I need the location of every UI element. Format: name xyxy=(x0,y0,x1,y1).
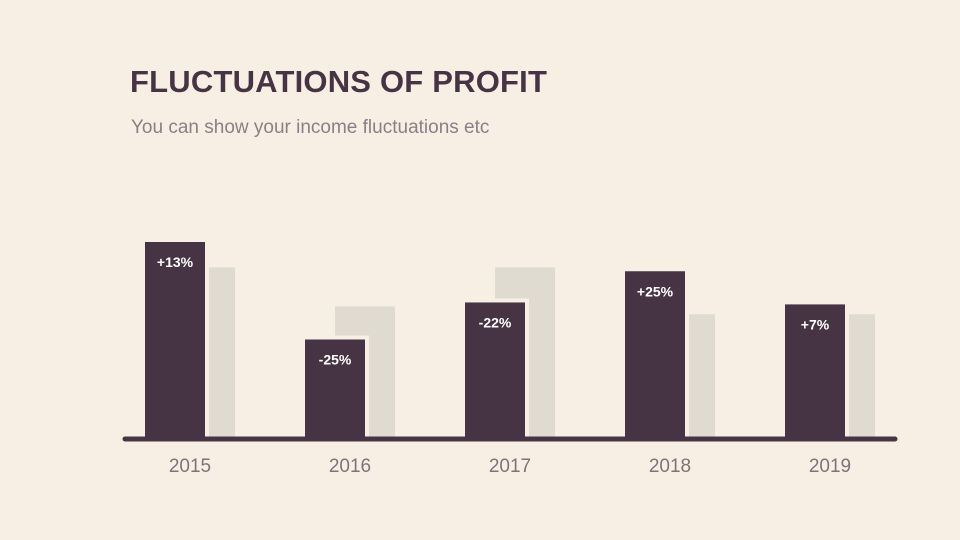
data-label-2015: +13% xyxy=(157,254,194,270)
data-label-2016: -25% xyxy=(319,352,352,368)
primary-bar-2017 xyxy=(465,302,525,437)
x-tick-label-2016: 2016 xyxy=(329,456,371,477)
slide-title: FLUCTUATIONS OF PROFIT xyxy=(130,64,548,99)
primary-bar-2016 xyxy=(305,339,365,437)
primary-bar-2018 xyxy=(625,271,685,437)
primary-bar-2015 xyxy=(145,242,205,437)
primary-series: +13% -25% -22% +25% +7% xyxy=(145,238,849,437)
data-label-2018: +25% xyxy=(637,283,674,299)
x-tick-label-2018: 2018 xyxy=(649,456,691,477)
data-label-2017: -22% xyxy=(479,314,512,330)
x-tick-label-2015: 2015 xyxy=(169,456,211,477)
x-tick-label-2017: 2017 xyxy=(489,456,531,477)
data-label-2019: +7% xyxy=(801,316,830,332)
slide-subtitle: You can show your income fluctuations et… xyxy=(131,117,490,138)
x-axis-ticks: 2015 2016 2017 2018 2019 xyxy=(169,456,851,477)
primary-bar-2019 xyxy=(785,304,845,437)
x-tick-label-2019: 2019 xyxy=(809,456,851,477)
